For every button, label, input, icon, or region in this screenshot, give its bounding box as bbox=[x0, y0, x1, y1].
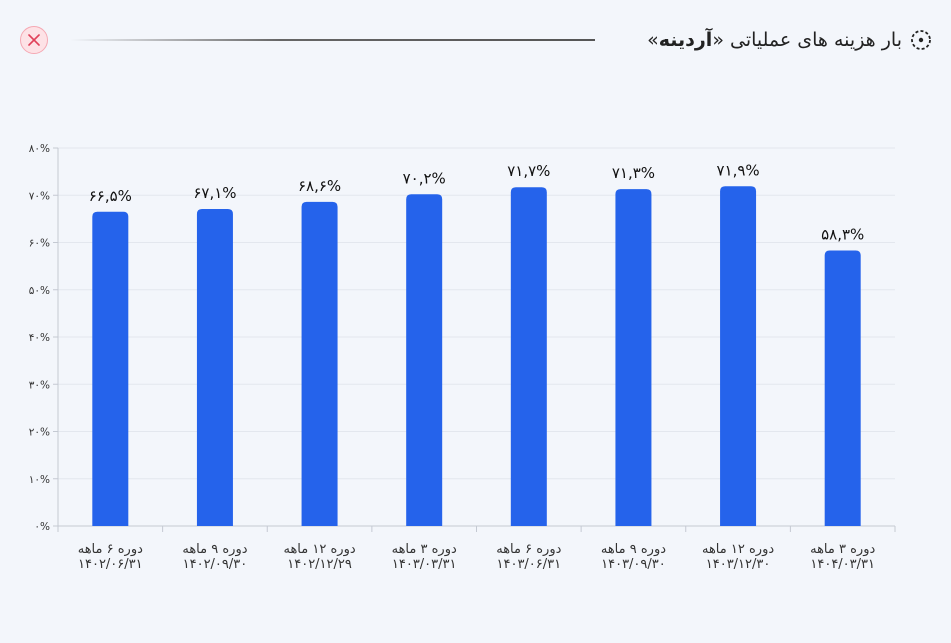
y-tick-label: ۱۰% bbox=[29, 474, 50, 486]
x-tick-label-period: دوره ۶ ماهه bbox=[78, 542, 143, 557]
bar bbox=[720, 186, 757, 526]
y-tick-label: ۷۰% bbox=[29, 190, 50, 202]
dotted-circle-icon bbox=[911, 30, 931, 50]
chart-title: بار هزینه های عملیاتی «آردینه» bbox=[647, 22, 932, 58]
bar bbox=[92, 211, 129, 526]
x-tick-label-date: ۱۴۰۳/۰۶/۳۱ bbox=[497, 557, 562, 572]
x-tick-label-date: ۱۴۰۲/۰۶/۳۱ bbox=[78, 557, 143, 572]
x-tick-label-period: دوره ۹ ماهه bbox=[601, 542, 666, 557]
x-tick-label-period: دوره ۶ ماهه bbox=[496, 542, 561, 557]
bar-value-label: ۷۱,۹% bbox=[716, 161, 759, 179]
chart-title-text: بار هزینه های عملیاتی «آردینه» bbox=[647, 29, 902, 51]
bar bbox=[824, 250, 861, 526]
y-tick-label: ۳۰% bbox=[29, 379, 50, 391]
bar bbox=[406, 194, 443, 526]
x-tick-label-date: ۱۴۰۲/۰۹/۳۰ bbox=[183, 557, 248, 572]
bar-value-label: ۶۷,۱% bbox=[193, 184, 236, 202]
header-divider bbox=[70, 39, 595, 41]
x-tick-label-period: دوره ۱۲ ماهه bbox=[283, 542, 355, 557]
x-tick-label-date: ۱۴۰۴/۰۳/۳۱ bbox=[810, 557, 875, 572]
x-tick-label-period: دوره ۳ ماهه bbox=[392, 542, 457, 557]
bar-value-label: ۷۱,۳% bbox=[612, 164, 655, 182]
title-suffix: » bbox=[647, 29, 659, 51]
close-button[interactable] bbox=[20, 26, 48, 54]
x-tick-label-date: ۱۴۰۳/۱۲/۳۰ bbox=[706, 557, 771, 572]
x-tick-label-period: دوره ۱۲ ماهه bbox=[702, 542, 774, 557]
x-tick-label-period: دوره ۹ ماهه bbox=[182, 542, 247, 557]
bar-value-label: ۷۱,۷% bbox=[507, 162, 550, 180]
bar-value-label: ۶۸,۶% bbox=[298, 177, 341, 195]
bar-value-label: ۵۸,۳% bbox=[821, 226, 864, 244]
y-tick-label: ۶۰% bbox=[29, 238, 50, 250]
title-company: آردینه bbox=[658, 29, 713, 51]
chart-header: بار هزینه های عملیاتی «آردینه» bbox=[20, 22, 932, 58]
y-tick-label: ۴۰% bbox=[29, 332, 50, 344]
y-tick-label: ۲۰% bbox=[29, 427, 50, 439]
x-tick-label-date: ۱۴۰۲/۱۲/۲۹ bbox=[287, 557, 352, 572]
bar bbox=[510, 187, 547, 526]
y-tick-label: ۵۰% bbox=[29, 285, 50, 297]
bar bbox=[615, 189, 652, 527]
y-tick-label: ۰% bbox=[34, 521, 50, 533]
bar-value-label: ۷۰,۲% bbox=[403, 169, 446, 187]
bar bbox=[196, 208, 233, 526]
bar-value-label: ۶۶,۵% bbox=[89, 187, 132, 205]
y-tick-label: ۸۰% bbox=[29, 143, 50, 155]
x-tick-label-date: ۱۴۰۳/۰۹/۳۰ bbox=[601, 557, 666, 572]
close-icon bbox=[28, 34, 40, 46]
x-tick-label-period: دوره ۳ ماهه bbox=[810, 542, 875, 557]
title-prefix: بار هزینه های عملیاتی « bbox=[712, 29, 902, 51]
bar bbox=[301, 201, 338, 527]
x-tick-label-date: ۱۴۰۳/۰۳/۳۱ bbox=[392, 557, 457, 572]
